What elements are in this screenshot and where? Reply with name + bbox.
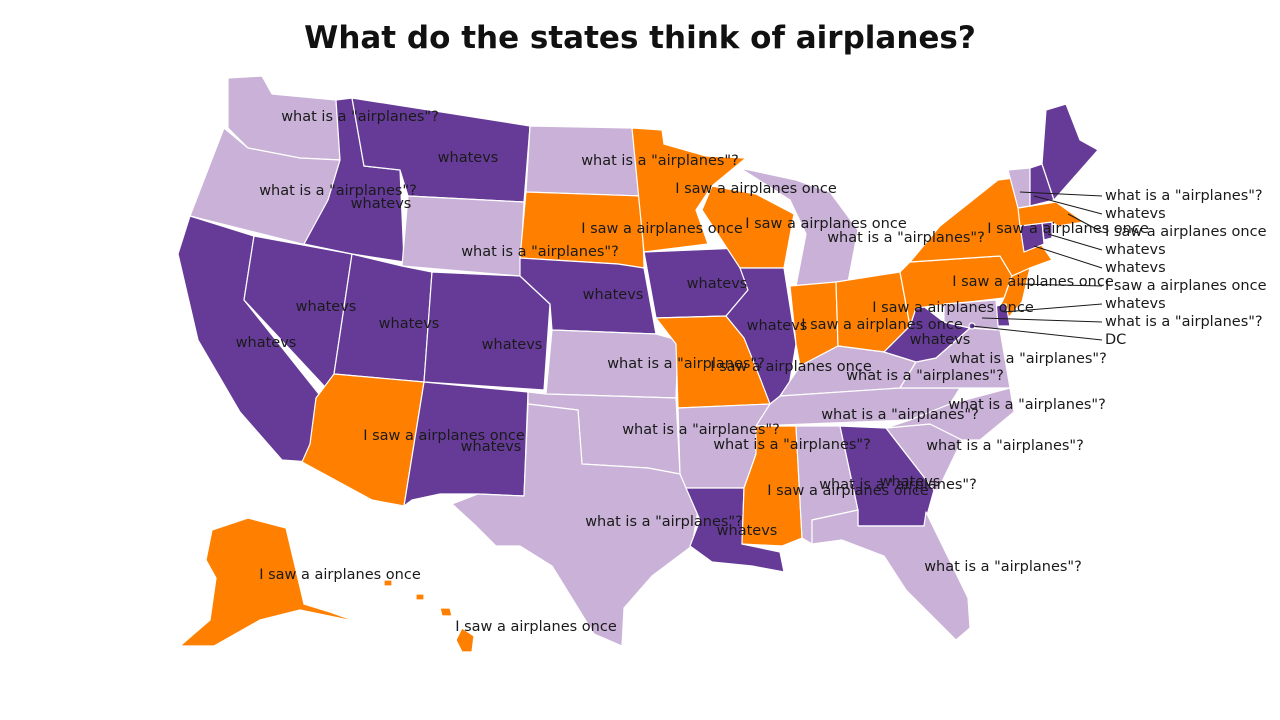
- state-label: whatevs: [687, 276, 748, 292]
- state-label: what is a "airplanes"?: [948, 397, 1106, 413]
- state-labels: what is a "airplanes"?what is a "airplan…: [236, 109, 1149, 635]
- leader-line: [1019, 191, 1103, 197]
- state-label: I saw a airplanes once: [745, 216, 907, 232]
- state-label: what is a "airplanes"?: [846, 368, 1004, 384]
- state-label: what is a "airplanes"?: [924, 559, 1082, 575]
- state-label: whatevs: [717, 523, 778, 539]
- leader-line: [1003, 303, 1103, 313]
- state-md: [943, 299, 1001, 331]
- leader-line: [981, 317, 1103, 323]
- state-label: whatevs: [438, 150, 499, 166]
- callout-label: I saw a airplanes once: [1105, 224, 1267, 240]
- state-label: I saw a airplanes once: [710, 359, 872, 375]
- state-co: [423, 271, 551, 391]
- state-label: whatevs: [461, 439, 522, 455]
- leader-line: [1017, 283, 1103, 287]
- state-label: I saw a airplanes once: [872, 300, 1034, 316]
- leader-line: [1047, 233, 1103, 251]
- state-label: whatevs: [910, 332, 971, 348]
- state-label: what is a "airplanes"?: [622, 422, 780, 438]
- state-label: I saw a airplanes once: [259, 567, 421, 583]
- page-title: What do the states think of airplanes?: [304, 20, 976, 56]
- callout-label: I saw a airplanes once: [1105, 278, 1267, 294]
- callout-label: what is a "airplanes"?: [1105, 188, 1263, 204]
- state-hi-2: [439, 607, 453, 617]
- state-label: I saw a airplanes once: [987, 221, 1149, 237]
- state-wy: [401, 195, 525, 277]
- state-il: [725, 267, 797, 405]
- state-tn: [755, 387, 961, 427]
- callout-label: DC: [1105, 332, 1126, 348]
- state-label: what is a "airplanes"?: [607, 356, 765, 372]
- leader-line: [971, 325, 1103, 341]
- state-label: I saw a airplanes once: [581, 221, 743, 237]
- state-label: what is a "airplanes"?: [821, 407, 979, 423]
- state-label: what is a "airplanes"?: [581, 153, 739, 169]
- state-label: I saw a airplanes once: [675, 181, 837, 197]
- state-label: whatevs: [583, 287, 644, 303]
- state-label: what is a "airplanes"?: [281, 109, 439, 125]
- state-label: what is a "airplanes"?: [713, 437, 871, 453]
- state-nc: [885, 387, 1015, 441]
- state-label: whatevs: [379, 316, 440, 332]
- state-label: what is a "airplanes"?: [949, 351, 1107, 367]
- state-label: what is a "airplanes"?: [926, 438, 1084, 454]
- state-label: what is a "airplanes"?: [461, 244, 619, 260]
- state-label: what is a "airplanes"?: [585, 514, 743, 530]
- state-ma: [1017, 201, 1085, 227]
- state-fl: [811, 509, 971, 641]
- callout-label: whatevs: [1105, 206, 1166, 222]
- callout-label: whatevs: [1105, 296, 1166, 312]
- leader-line: [1067, 213, 1103, 233]
- leader-line: [1033, 245, 1103, 269]
- state-label: whatevs: [236, 335, 297, 351]
- state-hi-3: [415, 593, 425, 601]
- state-label: what is a "airplanes"?: [819, 477, 977, 493]
- state-label: whatevs: [482, 337, 543, 353]
- callout-label: whatevs: [1105, 242, 1166, 258]
- state-mn: [631, 127, 747, 253]
- state-hi-4: [383, 579, 393, 587]
- state-label: I saw a airplanes once: [767, 483, 929, 499]
- state-hi: [455, 627, 475, 653]
- state-label: what is a "airplanes"?: [259, 183, 417, 199]
- state-label: whatevs: [296, 299, 357, 315]
- state-label: I saw a airplanes once: [801, 317, 963, 333]
- state-me: [1041, 103, 1099, 201]
- callout-label: whatevs: [1105, 260, 1166, 276]
- state-shapes: [177, 75, 1099, 653]
- state-label: I saw a airplanes once: [363, 428, 525, 444]
- state-tx: [451, 403, 703, 647]
- callout-label: what is a "airplanes"?: [1105, 314, 1263, 330]
- leader-line: [1033, 195, 1103, 215]
- state-label: what is a "airplanes"?: [827, 230, 985, 246]
- state-label: I saw a airplanes once: [455, 619, 617, 635]
- state-label: whatevs: [747, 318, 808, 334]
- state-label: I saw a airplanes once: [952, 274, 1114, 290]
- state-ak: [179, 517, 359, 647]
- state-label: whatevs: [880, 474, 941, 490]
- state-label: whatevs: [351, 196, 412, 212]
